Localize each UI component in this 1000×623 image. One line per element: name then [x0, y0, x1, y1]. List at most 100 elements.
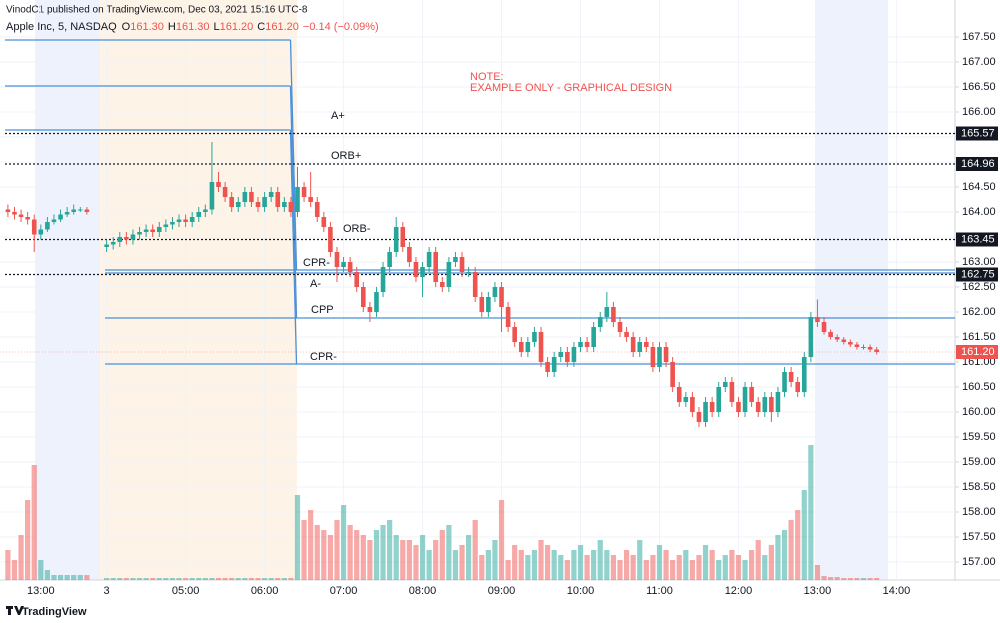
- volume-bar: [597, 540, 603, 580]
- y-tick-label: 166.00: [962, 106, 996, 118]
- volume-bar: [248, 578, 255, 580]
- candle-body: [848, 342, 853, 345]
- candle-body: [472, 272, 478, 297]
- candle-body: [216, 182, 221, 187]
- candle-body: [51, 219, 57, 222]
- x-tick-label: 05:00: [172, 585, 200, 597]
- volume-bar: [735, 555, 742, 580]
- volume-bar: [38, 560, 44, 580]
- candle-body: [143, 229, 149, 232]
- candle-body: [308, 197, 313, 202]
- volume-bar: [650, 555, 656, 580]
- volume-bar: [406, 540, 412, 580]
- volume-bar: [57, 575, 64, 580]
- volume-bar: [788, 520, 794, 580]
- volume-bar: [768, 545, 774, 580]
- volume-bar: [321, 530, 327, 580]
- note: NOTE:: [470, 71, 504, 83]
- volume-bar: [110, 578, 116, 580]
- level-tag: [956, 126, 998, 141]
- volume-bar: [854, 578, 860, 580]
- candle-body: [663, 347, 669, 362]
- candle-body: [71, 209, 77, 212]
- volume-bar: [189, 578, 195, 580]
- candle-body: [597, 317, 603, 327]
- candle-body: [722, 382, 728, 387]
- volume-bar: [722, 555, 728, 580]
- annotation: A-: [310, 278, 321, 290]
- candle-body: [742, 387, 748, 412]
- candle-body: [729, 382, 735, 402]
- volume-bar: [360, 535, 366, 580]
- volume-bar: [775, 535, 781, 580]
- annotation: CPR-: [303, 257, 330, 269]
- volume-bar: [689, 560, 695, 580]
- candle-body: [558, 352, 564, 357]
- candle-body: [222, 187, 228, 197]
- candle-body: [617, 322, 623, 332]
- y-tick-label: 158.00: [962, 506, 996, 518]
- volume-bar: [709, 550, 715, 580]
- volume-bar: [755, 540, 761, 580]
- candle-body: [446, 262, 452, 287]
- volume-bar: [512, 545, 518, 580]
- last-price-label: 161.20: [961, 346, 995, 358]
- candle-body: [565, 352, 570, 362]
- candle-body: [611, 307, 616, 322]
- candle-body: [459, 257, 465, 272]
- volume-bar: [334, 520, 340, 580]
- candle-body: [854, 344, 860, 347]
- candle-body: [150, 229, 155, 232]
- x-tick-label: 09:00: [488, 585, 516, 597]
- volume-bar: [209, 578, 215, 580]
- candle-body: [650, 347, 656, 367]
- candle-body: [380, 267, 386, 292]
- level-label: 162.75: [961, 268, 995, 280]
- candle-body: [413, 262, 419, 277]
- annotation: CPP: [311, 304, 334, 316]
- volume-bar: [169, 578, 176, 580]
- volume-bar: [215, 578, 222, 580]
- volume-bar: [716, 560, 722, 580]
- candle-body: [374, 292, 379, 312]
- annotation: CPR-: [310, 351, 337, 363]
- candle-body: [203, 209, 208, 212]
- candle-body: [407, 247, 412, 262]
- candle-body: [867, 347, 873, 350]
- volume-bar: [84, 575, 90, 580]
- candle-body: [630, 337, 636, 352]
- candle-body: [84, 209, 90, 212]
- volume-bar: [150, 578, 156, 580]
- volume-bar: [867, 578, 873, 580]
- volume-bar: [136, 578, 143, 580]
- volume-bar: [400, 540, 406, 580]
- x-tick-label: 12:00: [725, 585, 753, 597]
- volume-bar: [459, 545, 465, 580]
- candle-body: [439, 282, 445, 287]
- pivot-connector: [289, 129, 298, 365]
- candle-body: [314, 202, 320, 217]
- candle-body: [512, 327, 517, 342]
- candle-body: [387, 252, 392, 267]
- candle-body: [834, 337, 840, 340]
- volume-bar: [466, 535, 472, 580]
- volume-bar: [663, 550, 669, 580]
- session-shade: [35, 0, 100, 580]
- candle-body: [479, 297, 485, 312]
- candle-body: [466, 272, 471, 273]
- publish-info: VinodC1 published on TradingView.com, De…: [6, 5, 308, 16]
- y-tick-label: 159.50: [962, 431, 996, 443]
- candle-body: [644, 342, 649, 347]
- candle-body: [301, 187, 307, 197]
- volume-bar: [762, 555, 768, 580]
- volume-bar: [643, 560, 649, 580]
- y-tick-label: 164.00: [962, 206, 996, 218]
- candle-body: [749, 387, 754, 402]
- candle-body: [110, 242, 116, 245]
- y-tick-label: 162.50: [962, 281, 996, 293]
- volume-bar: [446, 525, 452, 580]
- x-tick-label: 06:00: [251, 585, 279, 597]
- volume-bar: [637, 540, 643, 580]
- volume-bar: [874, 578, 880, 580]
